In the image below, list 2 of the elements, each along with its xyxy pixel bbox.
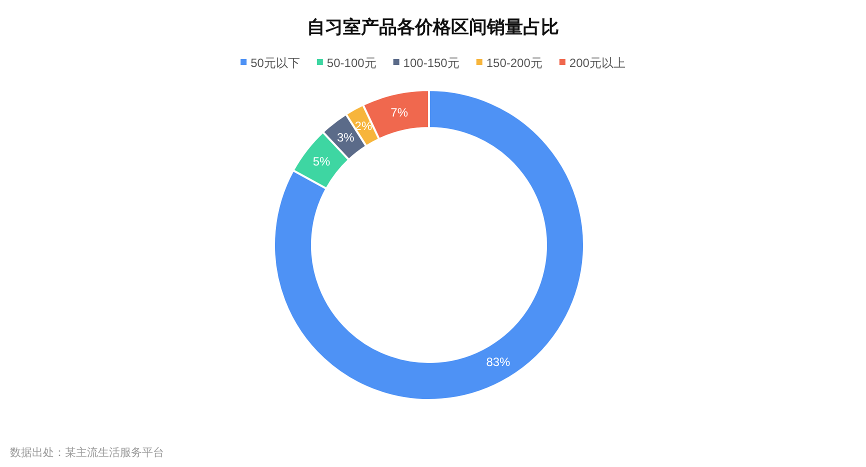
title: 自习室产品各价格区间销量占比: [307, 17, 559, 37]
annotation: 数据出处：某主流生活服务平台: [10, 447, 164, 459]
